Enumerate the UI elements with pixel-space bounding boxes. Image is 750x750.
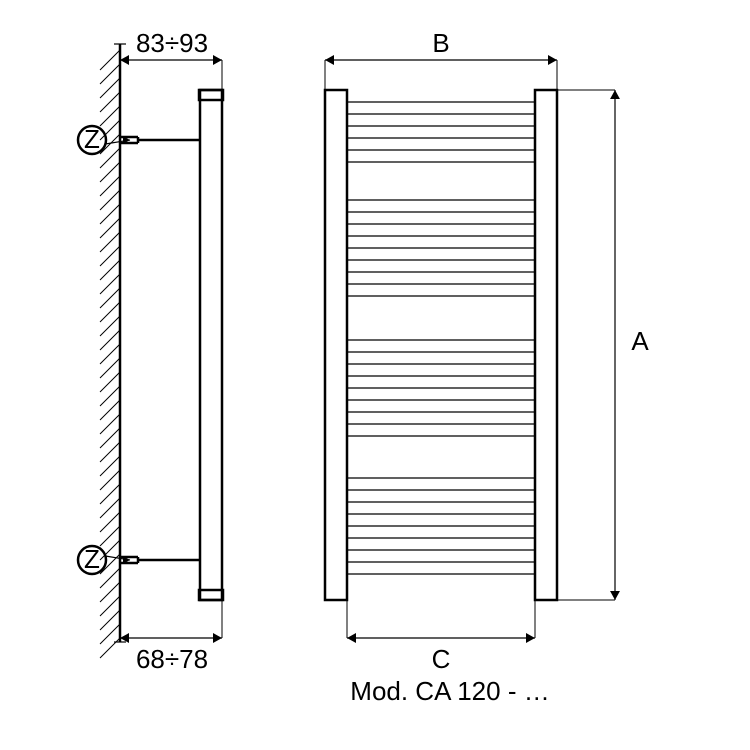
front-post-right bbox=[535, 90, 557, 600]
: 83÷93 bbox=[136, 28, 208, 58]
side-panel bbox=[200, 90, 222, 600]
: 68÷78 bbox=[136, 644, 208, 674]
caption: Mod. CA 120 - … bbox=[350, 676, 549, 706]
: A bbox=[631, 326, 649, 356]
front-post-left bbox=[325, 90, 347, 600]
callout-z-label: Z bbox=[84, 544, 100, 574]
: B bbox=[432, 28, 449, 58]
callout-z-label: Z bbox=[84, 124, 100, 154]
: C bbox=[432, 644, 451, 674]
